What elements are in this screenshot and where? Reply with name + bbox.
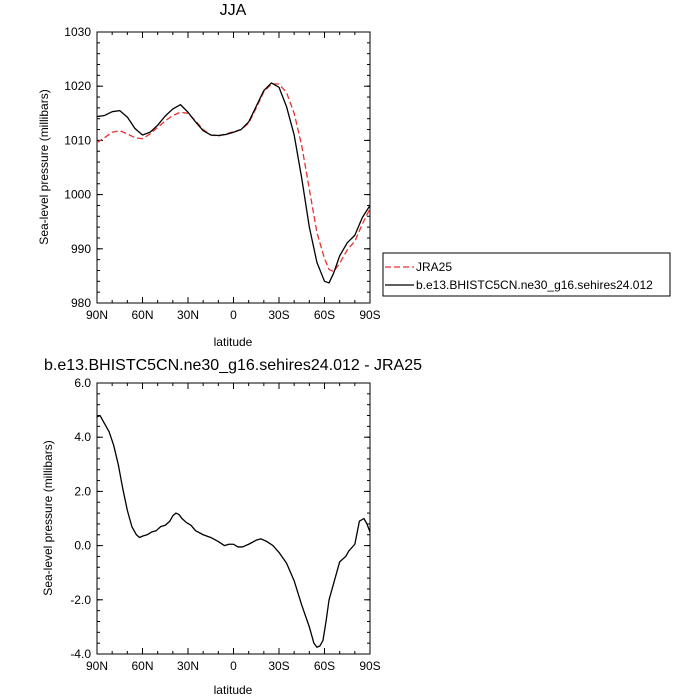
- series-line-jra25: [96, 83, 371, 273]
- y-tick-label: 1000: [64, 188, 91, 202]
- plot-frame: [96, 31, 371, 304]
- x-tick-label: 60N: [131, 659, 153, 673]
- y-tick-label: 2.0: [74, 484, 91, 498]
- x-tick-label: 90N: [86, 659, 108, 673]
- x-tick-label: 30N: [177, 659, 199, 673]
- y-tick-label: 4.0: [74, 430, 91, 444]
- y-tick-label: 1020: [64, 79, 91, 93]
- y-tick-label: 0.0: [74, 539, 91, 553]
- x-tick-label: 60S: [314, 659, 335, 673]
- x-tick-label: 0: [230, 659, 237, 673]
- x-tick-label: 60S: [314, 308, 335, 322]
- x-axis-label: latitude: [214, 335, 253, 349]
- panel-title: JJA: [220, 2, 247, 19]
- series-group: [96, 414, 371, 648]
- y-tick-label: 1010: [64, 133, 91, 147]
- x-axis-label: latitude: [214, 683, 253, 697]
- y-tick-label: -4.0: [70, 647, 91, 661]
- slp-panel: JJA 90N 60N 30N 0 30S 60S 90S 980 990 1000 1010 10…: [37, 2, 381, 349]
- series-line-difference: [96, 414, 371, 648]
- x-tick-label: 90S: [359, 659, 380, 673]
- x-tick-label: 90S: [359, 308, 380, 322]
- legend-label-model: b.e13.BHISTC5CN.ne30_g16.sehires24.012: [416, 278, 653, 292]
- series-group: [96, 82, 371, 284]
- y-axis-label: Sea-level pressure (millibars): [37, 89, 51, 244]
- x-tick-label: 30N: [177, 308, 199, 322]
- y-axis-label: Sea-level pressure (millibars): [41, 440, 55, 595]
- y-tick-label: -2.0: [70, 593, 91, 607]
- y-tick-label: 990: [71, 242, 91, 256]
- panel-title: b.e13.BHISTC5CN.ne30_g16.sehires24.012 -…: [44, 357, 422, 374]
- x-tick-label: 60N: [131, 308, 153, 322]
- legend: JRA25 b.e13.BHISTC5CN.ne30_g16.sehires24…: [382, 252, 671, 297]
- x-ticks: 90N 60N 30N 0 30S 60S 90S: [86, 383, 381, 673]
- y-tick-label: 980: [71, 296, 91, 310]
- y-ticks: 980 990 1000 1010 1020 1030: [64, 25, 370, 310]
- y-ticks: -4.0 -2.0 0.0 2.0 4.0 6.0: [70, 376, 370, 661]
- x-ticks: 90N 60N 30N 0 30S 60S 90S: [86, 32, 381, 322]
- slp-difference-panel: b.e13.BHISTC5CN.ne30_g16.sehires24.012 -…: [41, 357, 422, 697]
- plot-frame: [96, 382, 371, 655]
- legend-label-jra25: JRA25: [416, 260, 452, 274]
- x-tick-label: 30S: [268, 659, 289, 673]
- x-tick-label: 30S: [268, 308, 289, 322]
- x-tick-label: 0: [230, 308, 237, 322]
- x-tick-label: 90N: [86, 308, 108, 322]
- legend-box: [382, 252, 671, 297]
- y-tick-label: 1030: [64, 25, 91, 39]
- y-tick-label: 6.0: [74, 376, 91, 390]
- series-line-model: [96, 82, 371, 284]
